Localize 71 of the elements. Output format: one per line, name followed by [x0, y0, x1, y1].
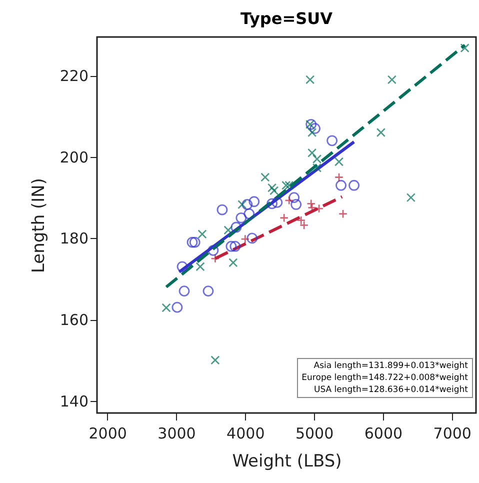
x-tick-label: 4000 [226, 424, 265, 442]
point [202, 286, 214, 296]
y-tick-label: 200 [60, 148, 88, 166]
point [334, 172, 344, 182]
point [176, 261, 188, 272]
y-tick-label: 140 [60, 392, 88, 410]
y-axis-title: Length (IN) [28, 178, 49, 274]
point [312, 163, 322, 172]
point [230, 222, 242, 233]
point [460, 43, 470, 53]
point [244, 208, 255, 220]
y-tick-label: 180 [60, 230, 88, 248]
point [196, 262, 205, 272]
point [236, 212, 247, 224]
point [230, 240, 241, 252]
point [336, 180, 346, 191]
y-tick-label: 160 [60, 311, 88, 330]
point [224, 226, 233, 235]
point [270, 186, 279, 196]
point [334, 157, 344, 166]
point [310, 123, 320, 134]
point [307, 128, 317, 138]
point [338, 209, 348, 218]
point [348, 180, 360, 191]
annotation: USA length=128.636+0.014*weight [312, 384, 468, 396]
point [284, 180, 294, 190]
x-tick-label: 6000 [364, 424, 403, 442]
point [387, 75, 397, 84]
point [312, 154, 322, 164]
annotation: Asia length=131.899+0.013*weight [312, 360, 468, 372]
point [260, 172, 270, 182]
point [226, 240, 237, 252]
point [186, 236, 198, 248]
chart-title: Type=SUV [240, 9, 334, 28]
point [307, 148, 317, 158]
point [238, 200, 247, 210]
point [240, 234, 250, 244]
point [178, 286, 190, 296]
point [314, 204, 324, 214]
point [210, 254, 220, 264]
point [376, 128, 386, 138]
y-tick-label: 220 [60, 67, 88, 86]
point [290, 199, 302, 210]
point [172, 302, 183, 313]
point [266, 198, 278, 210]
point [282, 180, 291, 190]
point [280, 213, 289, 222]
point [162, 303, 171, 312]
point [248, 196, 260, 208]
point [267, 183, 277, 192]
point [242, 199, 253, 210]
point [305, 75, 315, 84]
point [272, 197, 283, 208]
point [306, 199, 316, 208]
x-tick-label: 7000 [433, 424, 472, 442]
x-tick-label: 3000 [158, 424, 196, 442]
point [198, 230, 207, 239]
x-axis-title: Weight (LBS) [232, 452, 342, 472]
point [210, 356, 220, 365]
point [406, 192, 416, 202]
point [284, 196, 294, 205]
annotation: Europe length=148.722+0.008*weight [302, 372, 468, 384]
point [216, 204, 228, 216]
point [208, 244, 219, 256]
point [189, 236, 200, 248]
point [288, 192, 300, 203]
x-tick-label: 5000 [295, 424, 334, 442]
point [326, 135, 338, 146]
x-tick-label: 2000 [88, 424, 127, 442]
point [228, 258, 238, 268]
point [246, 232, 258, 244]
